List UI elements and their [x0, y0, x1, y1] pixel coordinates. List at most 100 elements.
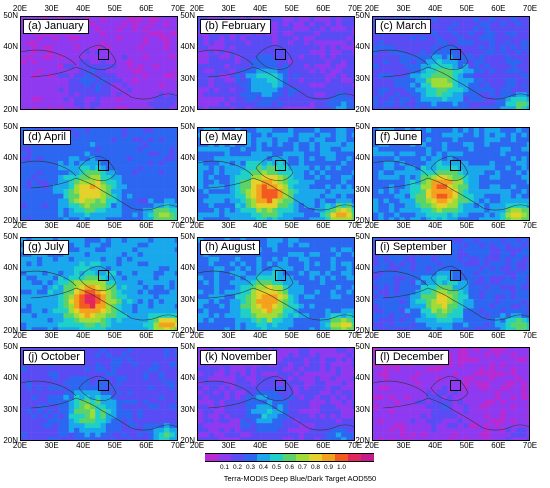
aod-cell: [169, 217, 175, 220]
aod-cell: [266, 212, 273, 218]
aod-cell: [293, 96, 299, 102]
aod-cell: [174, 128, 177, 133]
aod-cell: [111, 137, 117, 143]
longitude-label: 30E: [396, 221, 411, 230]
aod-cell: [116, 165, 122, 171]
aod-cell: [410, 59, 416, 65]
aod-cell: [431, 31, 437, 37]
aod-cell: [288, 198, 294, 204]
aod-cell: [127, 92, 133, 98]
aod-cell: [208, 92, 215, 98]
aod-cell: [132, 59, 138, 65]
aod-cell: [325, 238, 331, 243]
aod-cell: [256, 217, 262, 220]
aod-cell: [153, 179, 160, 185]
aod-cell: [325, 275, 331, 281]
aod-cell: [111, 247, 117, 253]
aod-cell: [298, 266, 305, 272]
aod-cell: [100, 184, 107, 190]
aod-cell: [325, 280, 331, 286]
aod-cell: [245, 189, 252, 195]
aod-cell: [383, 184, 390, 190]
aod-cell: [277, 184, 284, 190]
aod-cell: [346, 156, 352, 162]
aod-cell: [31, 198, 38, 204]
aod-cell: [127, 193, 133, 199]
aod-cell: [479, 160, 485, 166]
aod-cell: [256, 128, 262, 133]
aod-cell: [174, 165, 177, 171]
aod-cell: [116, 270, 122, 276]
aod-cell: [521, 87, 527, 93]
aod-cell: [42, 308, 48, 314]
aod-cell: [153, 96, 160, 102]
aod-cell: [213, 256, 220, 262]
aod-cell: [89, 160, 96, 166]
aod-cell: [121, 179, 128, 185]
aod-cell: [169, 256, 175, 262]
aod-cell: [420, 96, 427, 102]
aod-cell: [335, 156, 342, 162]
aod-cell: [388, 82, 395, 88]
aod-cell: [325, 132, 331, 138]
aod-cell: [203, 327, 209, 330]
aod-cell: [213, 289, 220, 295]
aod-cell: [319, 165, 326, 171]
aod-cell: [132, 106, 138, 109]
aod-cell: [335, 87, 342, 93]
aod-cell: [203, 49, 209, 55]
aod-cell: [245, 45, 252, 51]
aod-cell: [473, 160, 480, 166]
aod-cell: [431, 35, 437, 41]
aod-cell: [137, 242, 144, 248]
aod-cell: [489, 106, 496, 109]
aod-cell: [341, 242, 347, 248]
aod-cell: [251, 266, 257, 272]
aod-cell: [293, 156, 299, 162]
aod-cell: [245, 303, 252, 309]
aod-cell: [510, 21, 517, 27]
aod-cell: [127, 137, 133, 143]
aod-cell: [148, 78, 154, 84]
longitude-label: 40E: [76, 221, 91, 230]
coastline: [21, 44, 177, 100]
aod-cell: [346, 137, 352, 143]
aod-cell: [426, 146, 432, 152]
aod-cell: [251, 132, 257, 138]
aod-cell: [282, 96, 289, 102]
aod-cell: [330, 238, 337, 243]
aod-cell: [309, 261, 315, 267]
aod-cell: [335, 327, 342, 330]
aod-cell: [174, 31, 177, 37]
aod-cell: [516, 101, 522, 107]
aod-cell: [148, 165, 154, 171]
aod-cell: [174, 156, 177, 162]
aod-cell: [272, 106, 278, 109]
longitude-label: 30E: [396, 4, 411, 13]
aod-cell: [42, 193, 48, 199]
aod-cell: [457, 106, 464, 109]
aod-cell: [399, 68, 406, 74]
aod-cell: [293, 189, 299, 195]
aod-cell: [219, 275, 225, 281]
aod-cell: [441, 59, 448, 65]
aod-cell: [494, 217, 501, 220]
aod-cell: [174, 73, 177, 79]
aod-cell: [74, 179, 80, 185]
aod-cell: [463, 238, 469, 243]
aod-cell: [68, 160, 75, 166]
aod-cell: [89, 303, 96, 309]
aod-cell: [473, 92, 480, 98]
aod-cell: [415, 87, 421, 93]
aod-cell: [261, 101, 268, 107]
aod-cell: [132, 266, 138, 272]
aod-cell: [341, 128, 347, 133]
aod-cell: [251, 64, 257, 69]
latitude-label: 30N: [3, 73, 18, 83]
aod-cell: [298, 217, 305, 220]
aod-cell: [457, 45, 464, 51]
aod-cell: [473, 203, 480, 209]
aod-cell: [282, 40, 289, 46]
aod-cell: [452, 101, 459, 107]
aod-cell: [463, 156, 469, 162]
